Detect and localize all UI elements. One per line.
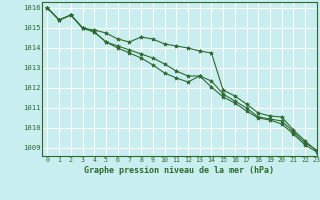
X-axis label: Graphe pression niveau de la mer (hPa): Graphe pression niveau de la mer (hPa): [84, 166, 274, 175]
